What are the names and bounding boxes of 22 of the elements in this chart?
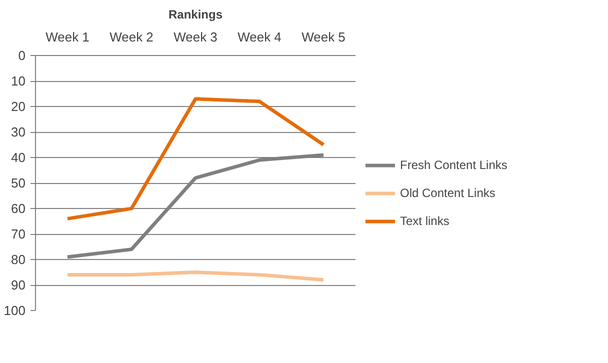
- legend-label: Fresh Content Links: [400, 158, 508, 172]
- line-series: [66, 97, 326, 220]
- y-tick-label: 50: [11, 176, 26, 190]
- y-tick-label: 70: [11, 226, 26, 242]
- y-tick-label: 100: [4, 303, 26, 318]
- line-series: [66, 153, 326, 259]
- y-tick-label: 20: [11, 99, 26, 114]
- y-tick-label: 10: [11, 74, 26, 88]
- x-tick-label: Week 5: [302, 30, 346, 44]
- x-tick-label: Week 1: [46, 30, 90, 44]
- x-tick-label: Week 4: [238, 30, 282, 44]
- y-tick-label: 0: [18, 48, 26, 63]
- legend-label: Old Content Links: [400, 186, 496, 200]
- x-tick-label: Week 2: [110, 30, 154, 44]
- y-tick-label: 30: [11, 124, 26, 140]
- y-tick-label: 40: [11, 150, 26, 165]
- chart-title: Rankings: [168, 8, 223, 22]
- legend-label: Text links: [400, 214, 450, 228]
- x-tick-label: Week 3: [174, 30, 218, 44]
- y-tick-label: 60: [11, 201, 26, 216]
- y-tick-label: 80: [11, 252, 26, 267]
- y-tick-label: 90: [11, 278, 26, 292]
